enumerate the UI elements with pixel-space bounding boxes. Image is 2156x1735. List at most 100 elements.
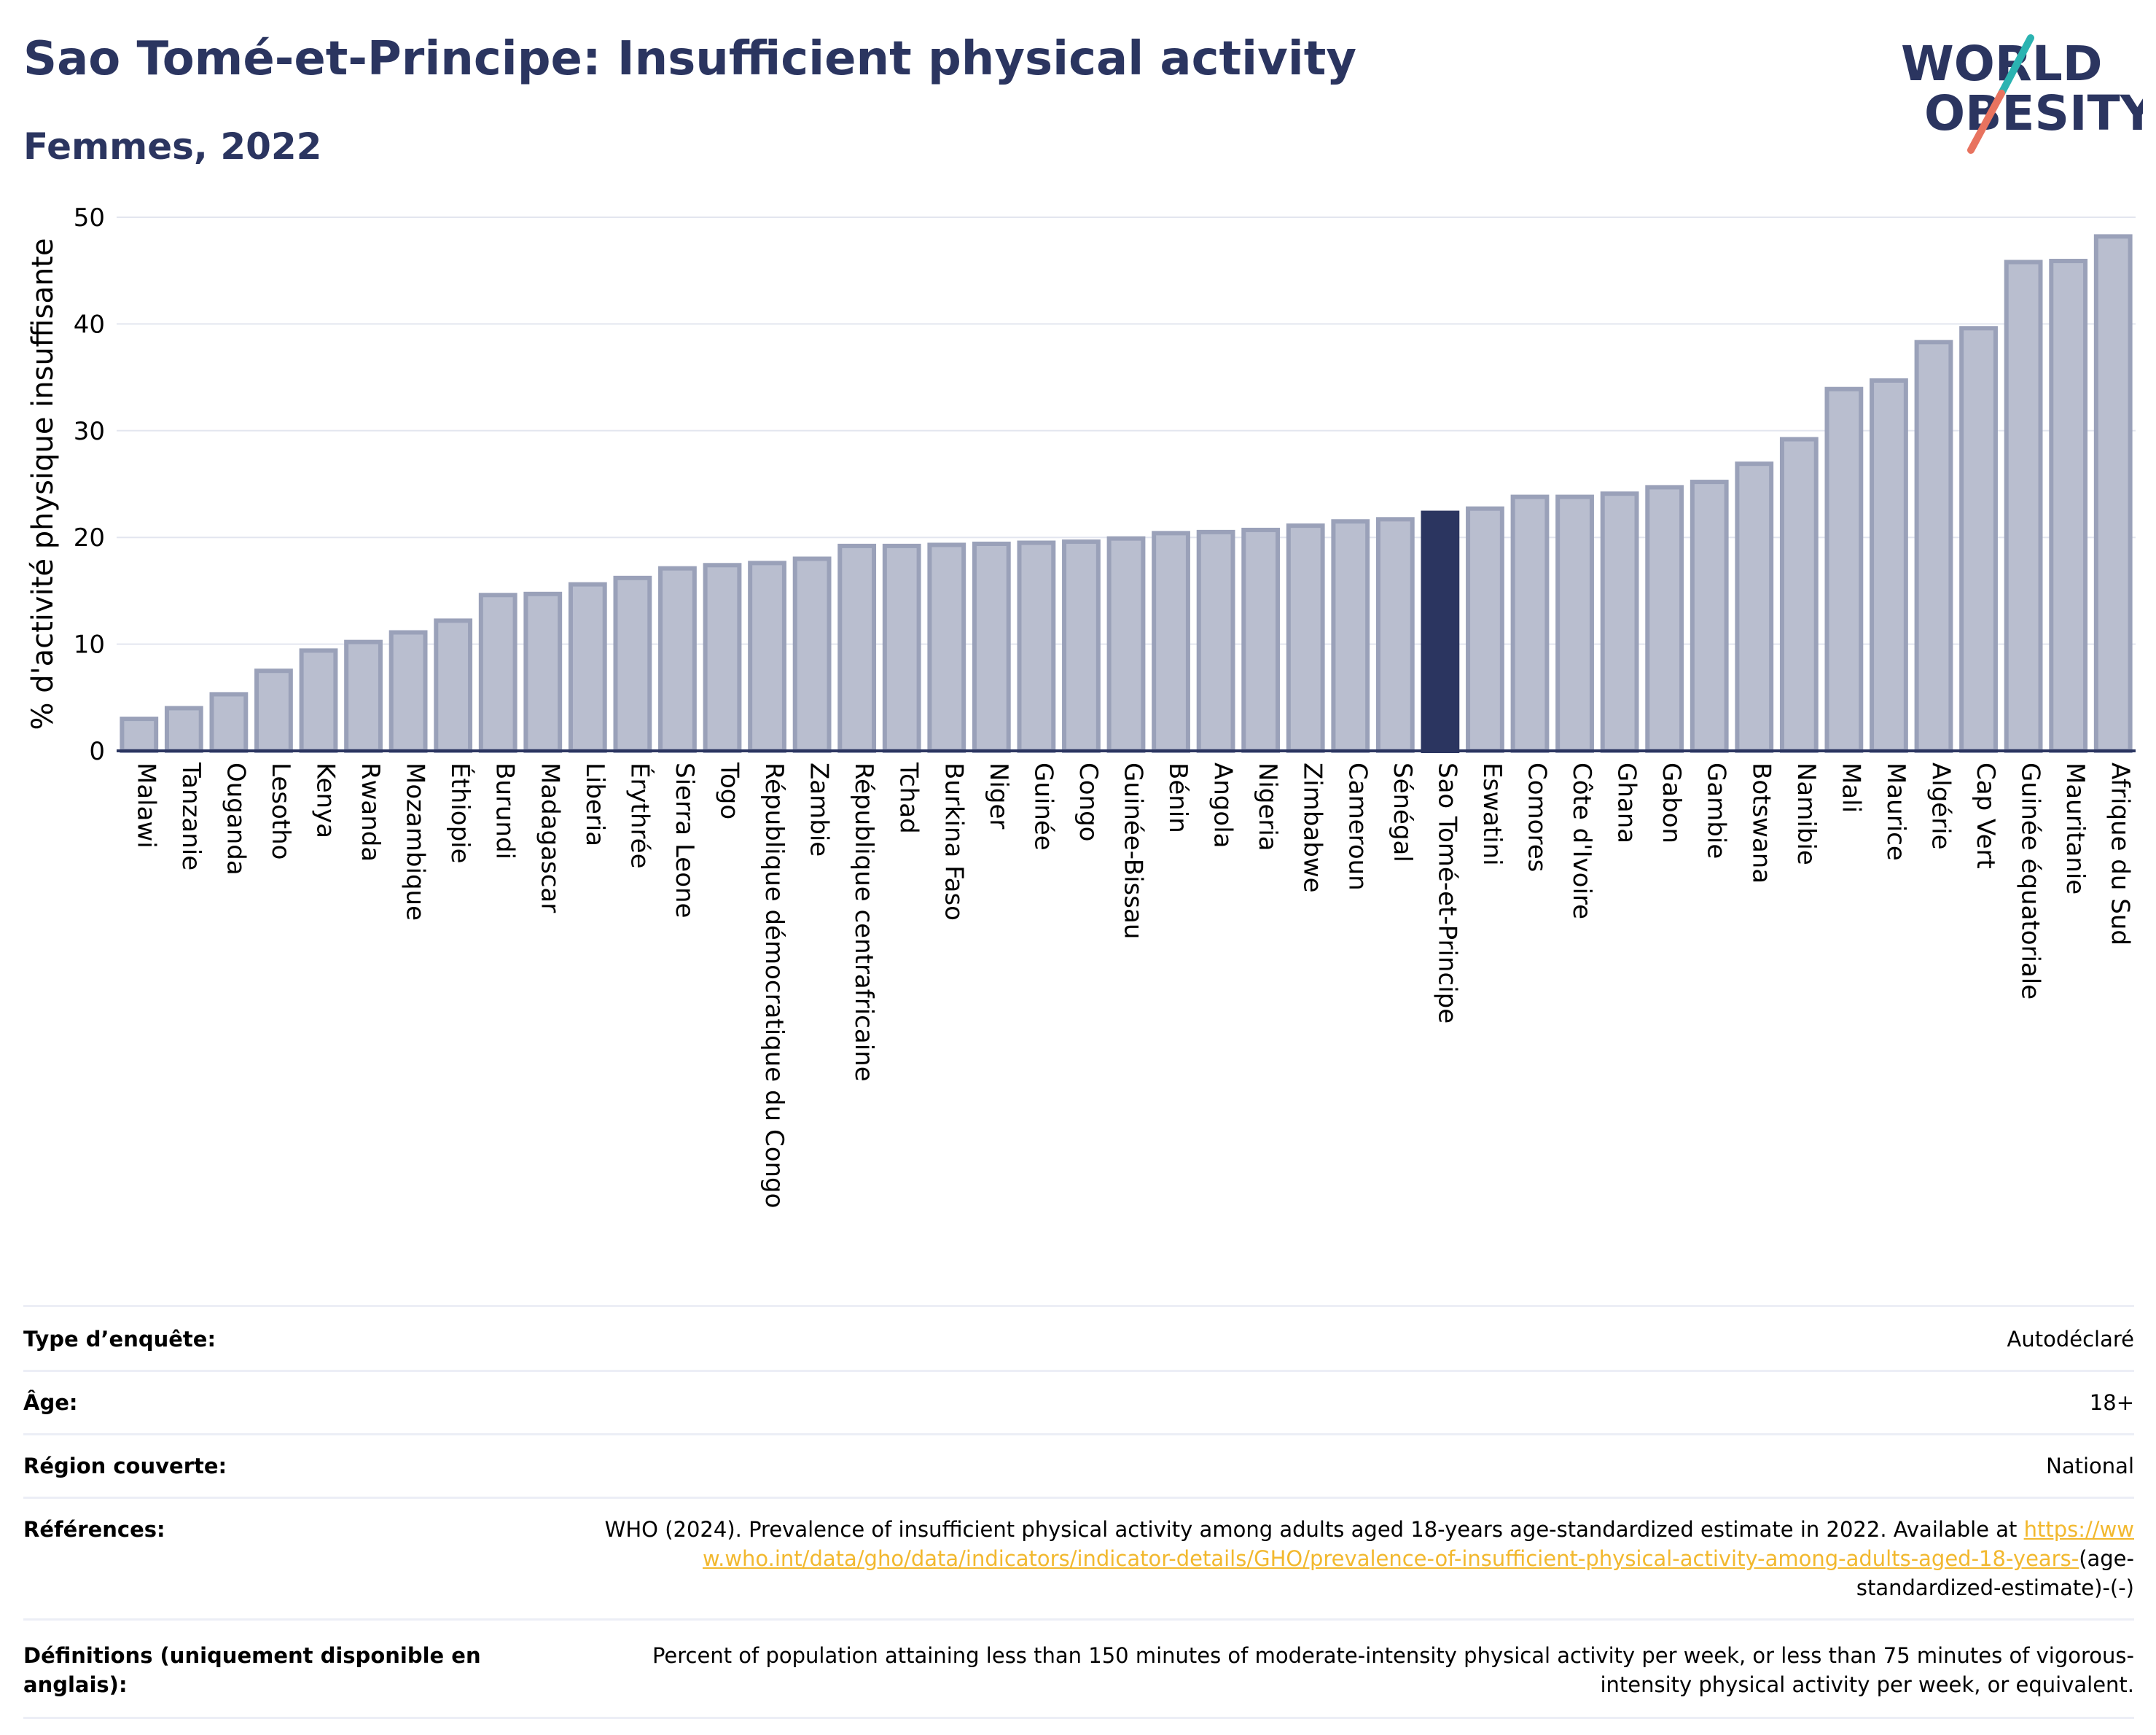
references-link[interactable]: https://www.who.int/data/gho/data/indica… (703, 1517, 2134, 1571)
bar-congo (1062, 539, 1101, 754)
x-tick-label: Malawi (131, 763, 160, 849)
bar-mali (1824, 386, 1864, 753)
x-tick-label: Niger (984, 763, 1013, 829)
bar-madagascar (523, 591, 563, 753)
meta-label: Région couverte: (23, 1454, 227, 1478)
x-tick-label: Sierra Leone (670, 763, 699, 918)
meta-value: Autodéclaré (2007, 1327, 2134, 1352)
y-tick-label: 20 (74, 523, 105, 553)
x-tick-label: Maurice (1881, 763, 1910, 861)
meta-value: WHO (2024). Prevalence of insufficient p… (504, 1515, 2134, 1602)
bar-gambie (1690, 480, 1729, 754)
x-tick-label: Éthiopie (445, 763, 475, 864)
meta-value: National (2046, 1454, 2134, 1478)
y-tick-label: 40 (74, 310, 105, 339)
bar-guin-e (1017, 540, 1056, 754)
bar-cap-vert (1959, 326, 1998, 754)
x-tick-label: Cameroun (1343, 763, 1372, 891)
x-tick-label: Algérie (1926, 763, 1956, 850)
x-tick-label: Burundi (491, 763, 520, 859)
bar-lesotho (254, 668, 293, 754)
x-tick-label: Gambie (1702, 763, 1731, 859)
bar-maurice (1870, 378, 1908, 753)
bar-eswatini (1466, 506, 1504, 753)
page-title: Sao Tomé-et-Principe: Insufficient physi… (23, 32, 1357, 86)
bar-zimbabwe (1286, 523, 1325, 753)
bar-guin-e-quatoriale (2004, 260, 2043, 754)
bar-zambie (792, 556, 832, 753)
bar-guin-e-bissau (1106, 536, 1146, 753)
x-tick-label: Cap Vert (1971, 763, 2000, 869)
x-tick-label: Zambie (805, 763, 834, 857)
bar-botswana (1735, 461, 1774, 754)
logo-slash-coral-icon (1967, 90, 2005, 154)
bar-angola (1196, 529, 1235, 753)
x-tick-label: Guinée équatoriale (2016, 763, 2045, 999)
world-obesity-logo: WORLD OBESITY (1901, 34, 2143, 154)
bar-togo (703, 563, 742, 753)
x-tick-label: Ouganda (221, 763, 250, 876)
x-tick-label: Namibie (1792, 763, 1821, 865)
bar-alg-rie (1914, 340, 1953, 753)
bar-mauritanie (2049, 259, 2088, 753)
bar-burundi (478, 593, 517, 753)
bar-tanzanie (164, 706, 203, 754)
x-tick-label: Kenya (311, 763, 340, 838)
meta-row-references: Références: WHO (2024). Prevalence of in… (23, 1497, 2134, 1618)
x-tick-label: Togo (715, 762, 744, 819)
bar--thiopie (434, 618, 473, 754)
x-tick-label: Sao Tomé-et-Principe (1432, 763, 1461, 1024)
bar-tchad (882, 543, 921, 753)
bar-malawi (120, 717, 159, 754)
x-tick-label: République centrafricaine (849, 763, 878, 1082)
x-tick-label: Congo (1074, 763, 1103, 841)
bar-namibie (1779, 437, 1819, 754)
logo-line1: WORLD (1901, 36, 2103, 92)
bar-niger (972, 541, 1011, 753)
x-tick-label: Nigeria (1253, 763, 1282, 851)
bar-afrique-du-sud (2093, 234, 2133, 753)
x-tick-label: Zimbabwe (1298, 763, 1327, 893)
bar-ghana (1600, 491, 1639, 754)
x-tick-label: Tanzanie (176, 762, 206, 870)
x-tick-label: Ghana (1612, 763, 1641, 843)
meta-label: Âge: (23, 1390, 78, 1415)
bar-nigeria (1241, 527, 1281, 754)
y-tick-label: 10 (74, 631, 105, 660)
x-tick-label: Sénégal (1388, 763, 1417, 862)
x-tick-label: Côte d'Ivoire (1567, 763, 1596, 919)
x-tick-label: Érythrée (625, 763, 655, 869)
bar-r-publique-d-mocratique-du-congo (748, 561, 786, 753)
meta-label: Définitions (uniquement disponible en an… (23, 1643, 481, 1697)
x-tick-label: Rwanda (356, 763, 385, 862)
x-tick-label: Bénin (1163, 763, 1192, 833)
bar-mozambique (388, 630, 428, 753)
bar-kenya (299, 648, 338, 753)
bar-cameroun (1331, 519, 1370, 753)
bar-r-publique-centrafricaine (837, 543, 877, 753)
y-tick-label: 30 (74, 417, 105, 446)
x-tick-label: Tchad (894, 762, 923, 834)
bar-gabon (1645, 485, 1684, 754)
page-subtitle: Femmes, 2022 (23, 125, 322, 168)
x-tick-label: Angola (1208, 763, 1238, 848)
bar-comores (1510, 494, 1550, 753)
meta-value: 18+ (2089, 1390, 2134, 1415)
references-text: WHO (2024). Prevalence of insufficient p… (604, 1517, 2018, 1542)
y-tick-label: 50 (74, 203, 105, 233)
bar-rwanda (344, 639, 383, 753)
metadata-table: Type d’enquête: Autodéclaré Âge: 18+ Rég… (23, 1305, 2134, 1719)
bar--rythr-e (613, 575, 652, 753)
bar-liberia (568, 582, 607, 754)
x-tick-label: Mauritanie (2061, 763, 2090, 894)
x-tick-label: Liberia (580, 763, 609, 846)
x-tick-label: Guinée (1028, 763, 1058, 851)
x-tick-label: Burkina Faso (939, 763, 968, 921)
meta-value: Percent of population attaining less tha… (652, 1643, 2134, 1697)
logo-slash-teal-icon (1998, 34, 2034, 97)
x-tick-label: Botswana (1746, 763, 1776, 884)
x-tick-label: Gabon (1657, 763, 1686, 843)
bar-c-te-d-ivoire (1555, 494, 1594, 753)
meta-row-definitions: Définitions (uniquement disponible en an… (23, 1618, 2134, 1719)
x-tick-label: Afrique du Sud (2106, 763, 2135, 946)
